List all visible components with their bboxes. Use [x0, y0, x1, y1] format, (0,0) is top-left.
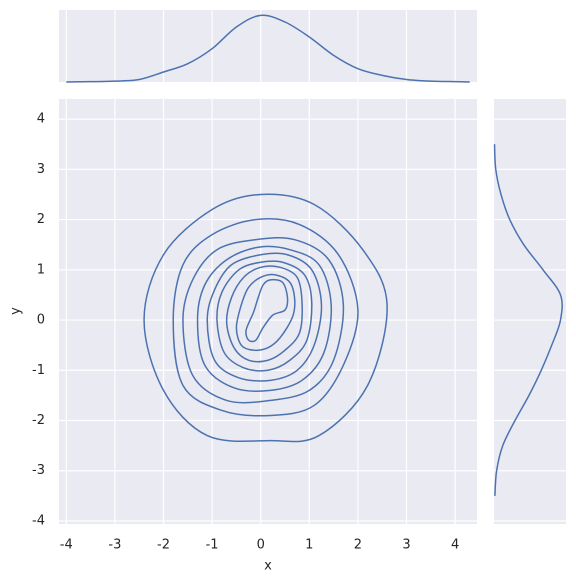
- main-axes: [59, 99, 477, 524]
- y-tick-label: 4: [37, 112, 45, 127]
- x-tick-label: 1: [305, 538, 313, 553]
- contour: [245, 278, 289, 343]
- y-tick-label: -2: [32, 413, 45, 428]
- contour: [235, 273, 296, 352]
- top-marginal-axes: [59, 10, 477, 82]
- y-tick-label: 1: [37, 262, 45, 277]
- x-tick-label: 3: [402, 538, 410, 553]
- contour: [196, 245, 333, 392]
- contour: [216, 260, 313, 372]
- contour: [206, 252, 323, 382]
- x-tick-label: 4: [451, 538, 459, 553]
- contour: [172, 218, 359, 417]
- marginal-y-density: [493, 144, 563, 496]
- contour: [225, 265, 303, 363]
- y-tick-label: 3: [37, 162, 45, 177]
- right-marginal-axes: [494, 99, 566, 524]
- x-tick-label: 2: [354, 538, 362, 553]
- y-tick-label: -3: [32, 463, 45, 478]
- contour: [143, 193, 388, 443]
- y-tick-label: -1: [32, 363, 45, 378]
- x-tick-label: 0: [257, 538, 265, 553]
- x-tick-label: -3: [108, 538, 121, 553]
- marginal-x-density: [66, 14, 470, 83]
- y-tick-label: 2: [37, 212, 45, 227]
- y-axis-label: y: [9, 307, 24, 315]
- x-axis-label: x: [264, 559, 272, 574]
- contour: [182, 236, 345, 404]
- x-tick-label: -4: [60, 538, 73, 553]
- x-tick-label: -2: [157, 538, 170, 553]
- x-tick-label: -1: [206, 538, 219, 553]
- y-tick-label: 0: [37, 313, 45, 328]
- y-tick-label: -4: [32, 513, 45, 528]
